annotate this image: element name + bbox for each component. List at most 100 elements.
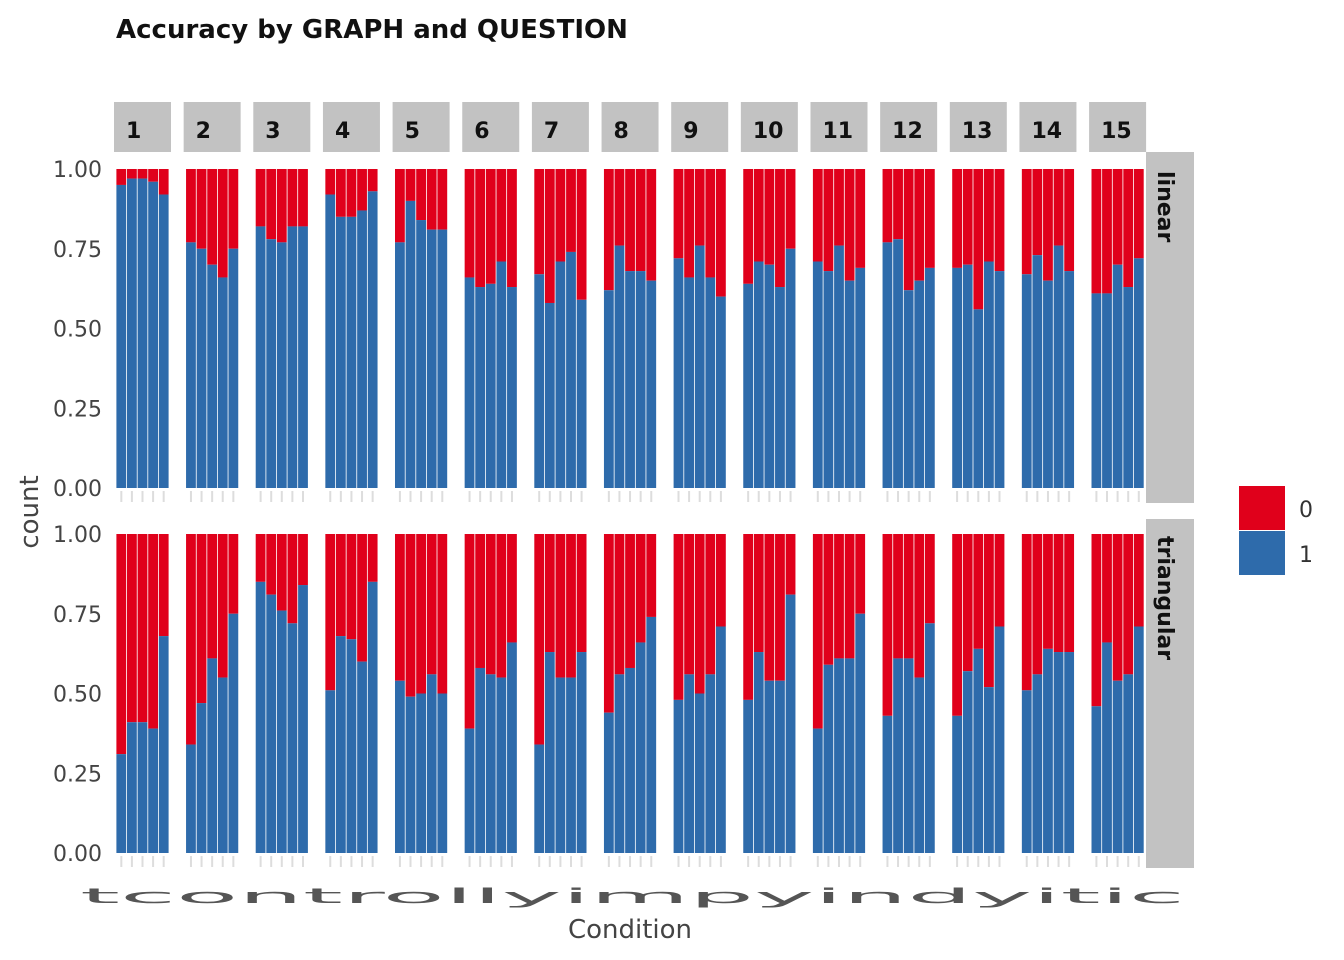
facet-strip-10	[740, 102, 798, 152]
y-tick-label: 0.25	[53, 397, 102, 422]
bar-1-linear-8-4	[635, 271, 646, 488]
bar-1-linear-2-3	[207, 264, 218, 488]
bar-0-triangular-9-4	[705, 534, 716, 675]
bar-1-linear-15-3	[1112, 264, 1123, 488]
bar-1-linear-4-2	[335, 216, 346, 488]
bar-1-triangular-5-5	[437, 693, 448, 853]
bar-0-triangular-11-5	[855, 534, 866, 614]
bar-1-triangular-7-5	[576, 652, 587, 853]
bar-1-triangular-4-4	[357, 661, 367, 853]
bar-0-triangular-15-2	[1102, 534, 1112, 643]
facet-strip-3	[253, 102, 311, 152]
bar-0-linear-10-5	[785, 169, 796, 249]
facet-strip-6	[462, 102, 520, 152]
legend: 01	[1239, 486, 1313, 575]
bar-0-triangular-1-3	[137, 534, 148, 723]
bar-0-triangular-4-4	[357, 534, 367, 662]
bar-1-triangular-10-2	[753, 652, 764, 853]
bar-1-linear-13-2	[962, 264, 973, 488]
bar-1-triangular-1-3	[137, 722, 148, 853]
facet-strip-label-10: 10	[753, 119, 784, 144]
bar-1-linear-12-1	[882, 242, 893, 488]
bar-0-linear-2-2	[196, 169, 207, 249]
bar-0-triangular-12-5	[924, 534, 935, 624]
bar-1-linear-3-2	[266, 239, 277, 488]
bar-0-linear-6-4	[496, 169, 507, 262]
bar-1-linear-12-2	[893, 239, 903, 488]
bar-1-linear-6-4	[496, 261, 507, 488]
facet-strip-label-2: 2	[196, 119, 211, 144]
bar-0-linear-5-2	[405, 169, 416, 201]
bar-1-linear-8-5	[646, 280, 657, 488]
bar-0-linear-5-4	[426, 169, 437, 230]
facet-strip-4	[322, 102, 380, 152]
bar-0-linear-8-3	[625, 169, 635, 272]
bar-1-triangular-14-1	[1021, 690, 1032, 853]
bar-1-linear-1-4	[148, 181, 158, 488]
bar-0-linear-9-4	[705, 169, 716, 278]
bar-0-linear-5-3	[416, 169, 426, 221]
bar-1-triangular-6-3	[485, 674, 496, 853]
bar-0-linear-4-4	[357, 169, 367, 211]
facet-strip-5	[392, 102, 450, 152]
bar-0-triangular-5-1	[395, 534, 405, 681]
bar-1-linear-13-5	[994, 271, 1005, 488]
bar-0-linear-10-4	[775, 169, 785, 288]
bar-0-triangular-8-3	[625, 534, 635, 668]
bar-0-linear-2-4	[217, 169, 228, 278]
bar-0-triangular-2-4	[217, 534, 228, 678]
bar-1-triangular-6-4	[496, 677, 507, 853]
y-tick-label: 0.75	[53, 603, 102, 628]
bar-0-linear-5-1	[395, 169, 405, 243]
bar-1-triangular-12-5	[924, 623, 935, 853]
bar-0-linear-9-5	[716, 169, 726, 297]
bar-1-triangular-10-3	[764, 680, 775, 853]
facet-strip-11	[810, 102, 868, 152]
bar-0-linear-9-2	[684, 169, 694, 278]
bar-1-linear-5-5	[437, 229, 448, 489]
bar-0-linear-13-5	[994, 169, 1005, 272]
bar-0-triangular-12-1	[882, 534, 893, 716]
facet-strip-15	[1089, 102, 1147, 152]
bar-0-triangular-11-1	[812, 534, 823, 729]
facet-panels: 1 2 3 4 5 6 7 8 9 10 11 12 13 14 15lineartriangular0.0…	[53, 102, 1194, 908]
bar-1-triangular-14-5	[1064, 652, 1075, 853]
bar-1-linear-10-4	[775, 287, 785, 488]
facet-strip-label-3: 3	[265, 119, 280, 144]
bar-1-triangular-8-3	[625, 667, 635, 853]
bar-0-triangular-7-1	[534, 534, 545, 745]
bar-0-linear-11-5	[855, 169, 866, 268]
bar-1-linear-15-1	[1091, 293, 1102, 488]
bar-1-linear-1-2	[127, 178, 137, 488]
bar-1-triangular-14-2	[1032, 674, 1043, 853]
facet-strip-label-9: 9	[683, 119, 698, 144]
y-tick-label: 1.00	[53, 523, 102, 548]
bar-0-linear-7-5	[576, 169, 587, 300]
bar-0-linear-13-3	[973, 169, 984, 310]
bar-1-linear-1-1	[116, 184, 127, 488]
bar-1-triangular-4-5	[367, 581, 378, 853]
bar-1-linear-14-4	[1053, 245, 1064, 488]
facet-strip-13	[949, 102, 1007, 152]
bar-0-triangular-9-2	[684, 534, 694, 675]
bar-1-linear-1-5	[158, 194, 169, 488]
bar-0-triangular-5-2	[405, 534, 416, 697]
bar-1-triangular-7-2	[544, 652, 555, 853]
facet-strip-12	[880, 102, 938, 152]
facet-strip-9	[671, 102, 729, 152]
bar-1-triangular-9-1	[673, 699, 684, 853]
bar-1-triangular-8-4	[635, 642, 646, 853]
bar-0-triangular-6-1	[464, 534, 475, 729]
bar-0-triangular-7-2	[544, 534, 555, 653]
bar-0-triangular-9-5	[716, 534, 726, 627]
bar-1-linear-15-4	[1123, 287, 1134, 488]
bar-0-linear-3-1	[255, 169, 266, 227]
bar-0-triangular-8-2	[614, 534, 625, 675]
bar-1-linear-15-2	[1102, 293, 1112, 488]
bar-0-triangular-3-5	[298, 534, 308, 586]
bar-1-linear-6-5	[507, 287, 517, 488]
bar-1-triangular-5-2	[405, 696, 416, 853]
bar-1-linear-13-3	[973, 309, 984, 488]
bar-0-linear-6-2	[475, 169, 486, 288]
bar-1-triangular-3-3	[276, 610, 287, 853]
